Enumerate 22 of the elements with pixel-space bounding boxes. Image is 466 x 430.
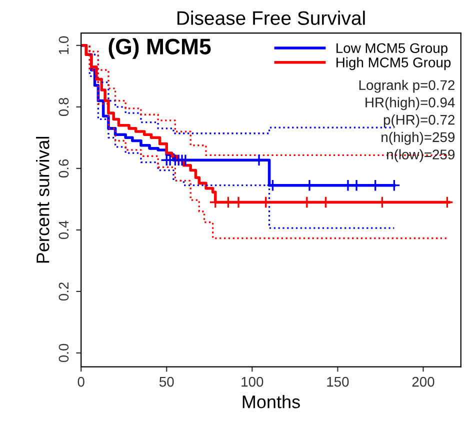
annotation: p(HR)=0.72 [384, 114, 454, 128]
x-tick-label: 150 [327, 376, 349, 387]
annotation: n(low)=259 [387, 149, 455, 162]
annotation: n(high)=259 [382, 132, 455, 145]
x-tick-label: 200 [412, 376, 434, 387]
x-axis-title: Months [242, 395, 300, 408]
y-tick-label: 0.4 [58, 220, 69, 240]
y-tick-label: 0.6 [58, 159, 69, 178]
annotation: (G) MCM5 [108, 38, 211, 59]
chart-title: Disease Free Survival [177, 10, 365, 25]
x-tick-label: 50 [159, 376, 174, 387]
legend-label: Low MCM5 Group [336, 43, 448, 56]
x-tick-label: 0 [78, 376, 84, 387]
y-axis-title: Percent survival [36, 136, 50, 263]
y-tick-label: 0.0 [58, 344, 69, 362]
legend-label: High MCM5 Group [336, 57, 451, 70]
y-tick-label: 0.8 [58, 98, 69, 116]
annotation: Logrank p=0.72 [359, 80, 454, 93]
y-tick-label: 0.2 [58, 282, 69, 301]
y-tick-label: 1.0 [58, 36, 69, 54]
annotation: HR(high)=0.94 [366, 97, 455, 110]
x-tick-label: 100 [242, 376, 264, 387]
